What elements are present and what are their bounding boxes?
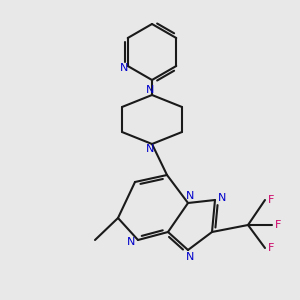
Text: N: N bbox=[127, 237, 135, 247]
Text: N: N bbox=[146, 85, 154, 95]
Text: N: N bbox=[186, 252, 194, 262]
Text: F: F bbox=[275, 220, 281, 230]
Text: N: N bbox=[186, 191, 194, 201]
Text: F: F bbox=[268, 195, 274, 205]
Text: F: F bbox=[268, 243, 274, 253]
Text: N: N bbox=[146, 144, 154, 154]
Text: N: N bbox=[218, 193, 226, 203]
Text: N: N bbox=[120, 63, 128, 73]
